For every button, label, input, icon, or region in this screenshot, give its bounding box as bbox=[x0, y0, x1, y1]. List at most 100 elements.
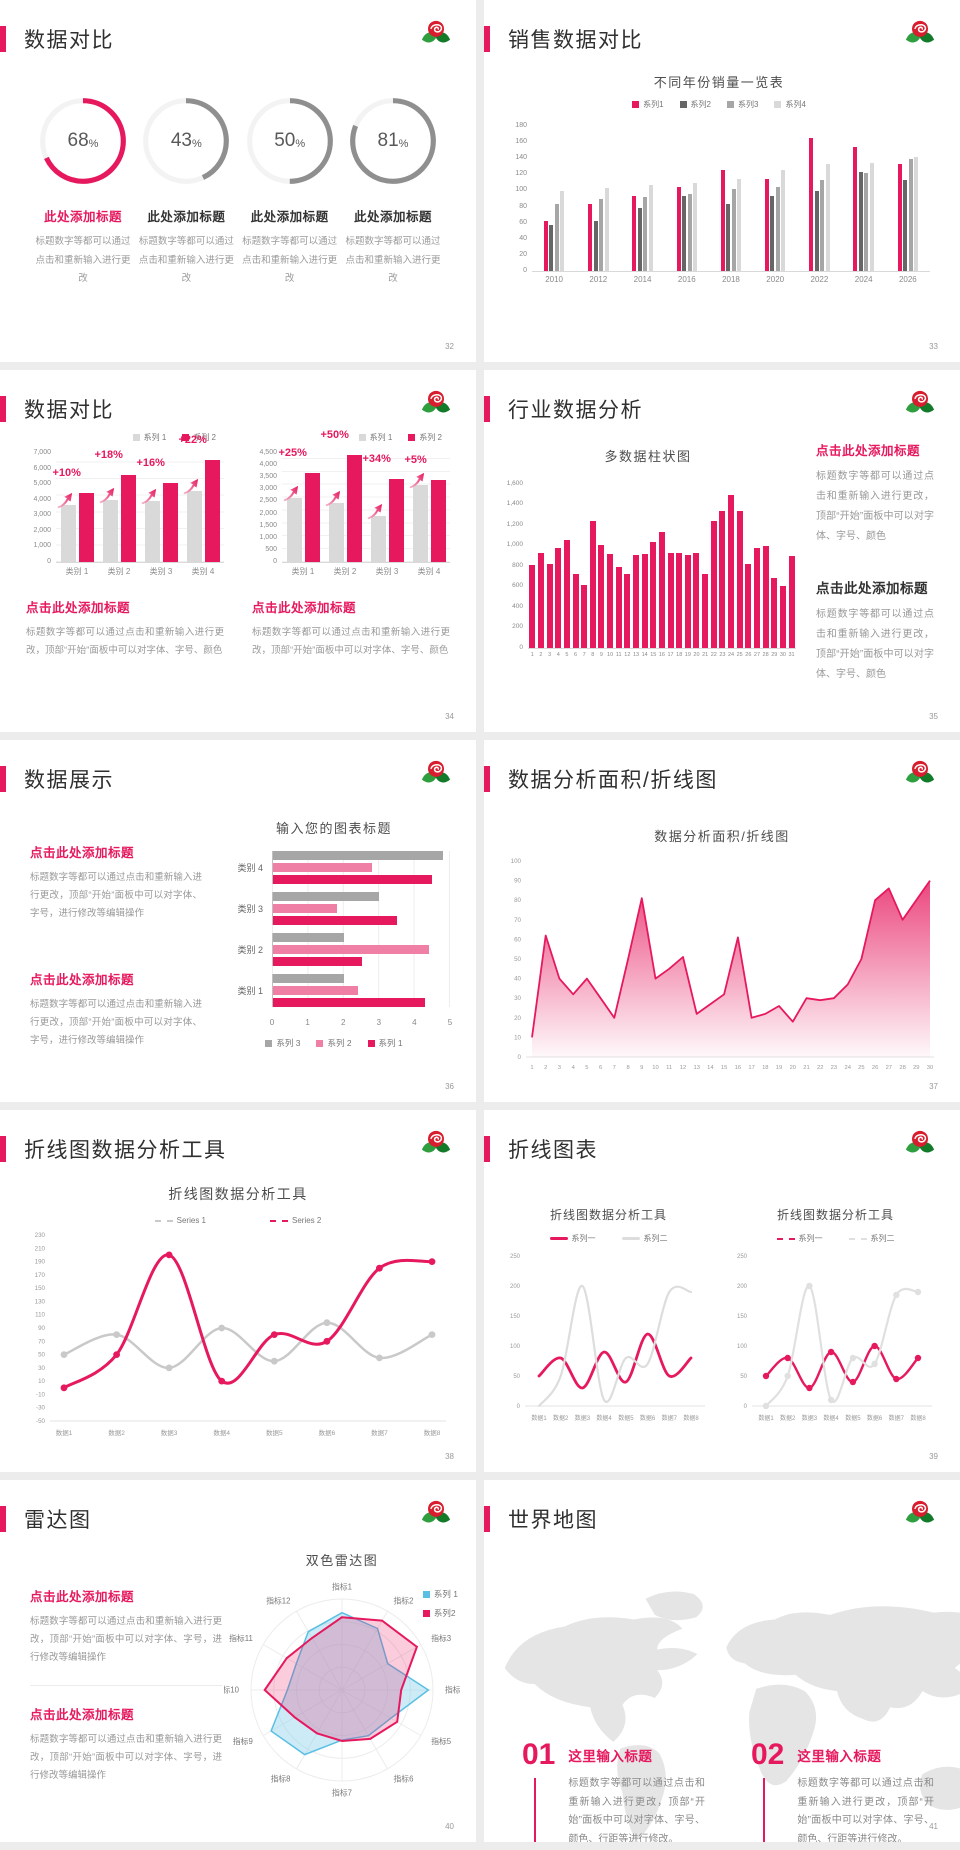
bar bbox=[144, 501, 160, 562]
text-block: 点击此处添加标题 标题数字等都可以通过点击和重新输入进行更改，顶部“开始”面板中… bbox=[252, 597, 450, 660]
legend-item: 系列 2 bbox=[408, 432, 442, 443]
x-label: 4 bbox=[556, 652, 560, 658]
svg-text:0: 0 bbox=[516, 1404, 520, 1410]
bar bbox=[273, 863, 373, 872]
slide-38-line-tool[interactable]: 折线图数据分析工具 折线图数据分析工具 Series 1 Series 2 230… bbox=[0, 1110, 476, 1472]
svg-text:190: 190 bbox=[35, 1259, 46, 1266]
legend-item: 系列二 bbox=[621, 1233, 668, 1244]
slide-39-line-charts-pair[interactable]: 折线图表 折线图数据分析工具 系列一 系列二 250 200 150 100 50 0 数据1… bbox=[484, 1110, 960, 1472]
slide-title: 数据展示 bbox=[24, 769, 114, 792]
logo-flower-icon bbox=[904, 1498, 936, 1530]
slide-40-radar[interactable]: 雷达图 点击此处添加标题 标题数字等都可以通过点击和重新输入进行更改，顶部“开始… bbox=[0, 1480, 476, 1842]
text-block: 点击此处添加标题 标题数字等都可以通过点击和重新输入进行更改，顶部“开始”面板中… bbox=[816, 440, 934, 547]
growth-label: +25% bbox=[278, 446, 307, 459]
bar-group: 1 bbox=[529, 479, 536, 658]
text-and-chart: 点击此处添加标题 标题数字等都可以通过点击和重新输入进行更改，顶部“开始”面板中… bbox=[0, 802, 476, 1084]
text-block: 点击此处添加标题 标题数字等都可以通过点击和重新输入进行更改，顶部“开始”面板中… bbox=[816, 577, 934, 685]
slide-35-industry-analysis[interactable]: 行业数据分析 多数据柱状图 1,600 1,400 1,200 1,000 800 600… bbox=[484, 370, 960, 732]
bar bbox=[702, 574, 709, 648]
bar bbox=[624, 574, 631, 648]
accent-bar bbox=[0, 396, 6, 422]
svg-text:指标11: 指标11 bbox=[229, 1633, 253, 1643]
chart-legend: 系列一 系列二 bbox=[727, 1233, 944, 1244]
bar-chart: 1,600 1,400 1,200 1,000 800 600 400 200 0 1 2 3 4 5 6 7… bbox=[500, 479, 796, 658]
x-label: 2012 bbox=[589, 275, 608, 284]
legend-item: 系列 1 bbox=[367, 1037, 403, 1049]
svg-text:20: 20 bbox=[514, 1015, 521, 1022]
svg-text:指标2: 指标2 bbox=[394, 1595, 414, 1605]
svg-text:20: 20 bbox=[790, 1065, 796, 1071]
bar bbox=[779, 585, 786, 648]
bar bbox=[771, 578, 778, 648]
svg-text:28: 28 bbox=[899, 1065, 905, 1071]
line-charts-row: 折线图数据分析工具 系列一 系列二 250 200 150 100 50 0 数据1 数据2 数据… bbox=[484, 1172, 960, 1454]
donut-label: 此处添加标题 bbox=[147, 210, 226, 224]
x-label: 2026 bbox=[898, 275, 917, 284]
bar bbox=[273, 974, 344, 983]
bar-group: 类别 1 +25% bbox=[279, 447, 320, 576]
svg-text:150: 150 bbox=[736, 1314, 747, 1320]
bar-group: 30 bbox=[779, 479, 786, 658]
svg-text:数据6: 数据6 bbox=[866, 1414, 882, 1422]
bar-group: 26 bbox=[745, 479, 751, 658]
x-label: 14 bbox=[641, 652, 648, 658]
logo-flower-icon bbox=[420, 1128, 452, 1160]
bar bbox=[869, 162, 874, 271]
bar-group: 28 bbox=[763, 479, 769, 658]
bar bbox=[781, 170, 786, 271]
slide-title: 销售数据对比 bbox=[508, 29, 643, 52]
up-arrow-icon bbox=[56, 491, 74, 509]
x-label: 10 bbox=[607, 652, 614, 658]
svg-text:数据4: 数据4 bbox=[823, 1414, 839, 1422]
line-chart: 250 200 150 100 50 0 数据1 数据2 数据3 数据4 数据5 数据6 数据7 数据8 bbox=[727, 1248, 944, 1429]
bar bbox=[273, 916, 397, 925]
bar bbox=[820, 180, 825, 271]
page-number: 37 bbox=[929, 1082, 938, 1091]
svg-text:2: 2 bbox=[544, 1065, 547, 1071]
block-body: 标题数字等都可以通过点击和重新输入进行更改，顶部“开始”面板中可以对字体、字号，… bbox=[30, 1616, 222, 1664]
slide-36-data-display-hbar[interactable]: 数据展示 点击此处添加标题 标题数字等都可以通过点击和重新输入进行更改，顶部“开… bbox=[0, 740, 476, 1102]
logo-flower-icon bbox=[420, 388, 452, 420]
svg-text:110: 110 bbox=[35, 1312, 45, 1319]
bar-group: 17 bbox=[667, 479, 674, 658]
donut-row: 68% 此处添加标题 标题数字等都可以通过点击和重新输入进行更改 43% 此处添加标题… bbox=[0, 62, 476, 344]
page-number: 32 bbox=[445, 342, 454, 351]
bar bbox=[641, 554, 648, 648]
numbered-item: 02 这里输入标题 标题数字等都可以通过点击和重新输入进行更改，顶部“开始”面板… bbox=[751, 1740, 934, 1842]
slide-41-world-map[interactable]: 世界地图 01 bbox=[484, 1480, 960, 1842]
bar bbox=[825, 163, 830, 271]
map-items-row: 01 这里输入标题 标题数字等都可以通过点击和重新输入进行更改，顶部“开始”面板… bbox=[522, 1740, 934, 1842]
x-label: 17 bbox=[667, 652, 674, 658]
accent-bar bbox=[0, 1136, 6, 1162]
bar-group: 2024 bbox=[853, 120, 874, 284]
text-block: 点击此处添加标题 标题数字等都可以通过点击和重新输入进行更改，顶部“开始”面板中… bbox=[26, 597, 224, 660]
bar bbox=[682, 195, 687, 271]
svg-text:29: 29 bbox=[913, 1065, 919, 1071]
page-number: 39 bbox=[929, 1452, 938, 1461]
block-body: 标题数字等都可以通过点击和重新输入进行更改，顶部“开始”面板中可以对字体、字号、… bbox=[252, 627, 450, 657]
slide-37-area-line-chart[interactable]: 数据分析面积/折线图 数据分析面积/折线图 100 90 80 70 60 50 40 30 2… bbox=[484, 740, 960, 1102]
slide-33-sales-bar-chart[interactable]: 销售数据对比 不同年份销量一览表 系列1 系列2 系列3 系列4 180 160 140 1… bbox=[484, 0, 960, 362]
bar bbox=[346, 454, 362, 562]
x-label: 15 bbox=[650, 652, 657, 658]
up-arrow-icon bbox=[324, 489, 342, 507]
bar-group: 2018 bbox=[720, 120, 742, 284]
chart-title: 输入您的图表标题 bbox=[275, 821, 392, 836]
svg-text:210: 210 bbox=[35, 1245, 46, 1252]
bar bbox=[667, 552, 674, 648]
bar-group: 3 bbox=[546, 479, 553, 658]
up-arrow-icon bbox=[408, 471, 426, 489]
text-column: 点击此处添加标题 标题数字等都可以通过点击和重新输入进行更改，顶部“开始”面板中… bbox=[30, 1542, 222, 1824]
bar-group: 类别 2 +50% bbox=[321, 429, 362, 576]
bar-group: 2016 bbox=[676, 120, 698, 284]
bar bbox=[731, 188, 736, 271]
y-axis: 7,000 6,000 5,000 4,000 3,000 2,000 1,000 0 bbox=[33, 449, 51, 565]
slide-34-data-compare-growth[interactable]: 数据对比 系列 1 系列 2 7,000 6,000 5,000 4,000 3,000 2… bbox=[0, 370, 476, 732]
x-label: 2024 bbox=[854, 275, 873, 284]
chart-legend: 系列 3 系列 2 系列 1 bbox=[218, 1037, 450, 1049]
bar bbox=[633, 555, 639, 648]
bar bbox=[273, 933, 344, 942]
svg-text:数据2: 数据2 bbox=[780, 1414, 796, 1422]
slide-32-data-compare-donuts[interactable]: 数据对比 68% 此处添加标题 标题数字等都可以通过点击和重新输入进行更改 43% 此… bbox=[0, 0, 476, 362]
